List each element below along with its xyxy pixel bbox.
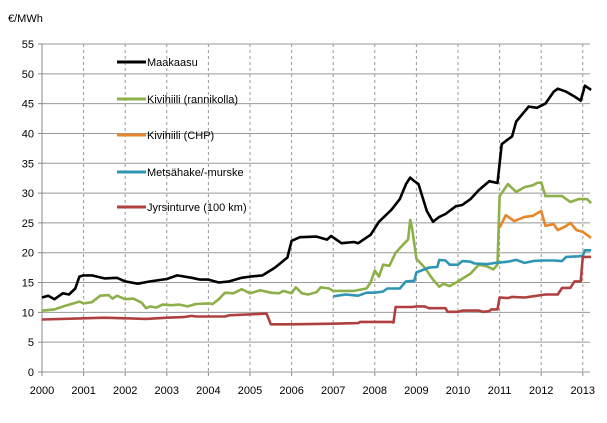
x-tick-label: 2013	[571, 385, 595, 397]
y-tick-label: 45	[22, 99, 34, 111]
y-tick-label: 0	[28, 367, 34, 379]
x-tick-label: 2004	[196, 385, 220, 397]
x-tick-label: 2008	[363, 385, 387, 397]
series-line	[333, 249, 592, 298]
y-tick-label: 25	[22, 218, 34, 230]
legend-label: Kivihiili (CHP)	[147, 130, 214, 142]
x-tick-label: 2009	[404, 385, 428, 397]
x-tick-label: 2012	[529, 385, 553, 397]
y-tick-label: 15	[22, 278, 34, 290]
y-tick-label: 50	[22, 69, 34, 81]
legend-label: Metsähake/-murske	[147, 167, 244, 179]
x-tick-label: 2011	[488, 385, 512, 397]
legend-label: Maakaasu	[147, 57, 198, 69]
y-tick-label: 35	[22, 158, 34, 170]
y-tick-label: 20	[22, 248, 34, 260]
x-tick-label: 2007	[321, 385, 345, 397]
series-line	[498, 209, 592, 239]
y-tick-label: 5	[28, 337, 34, 349]
y-tick-label: 55	[22, 39, 34, 51]
x-tick-label: 2006	[279, 385, 303, 397]
x-tick-label: 2003	[155, 385, 179, 397]
x-tick-label: 2002	[113, 385, 137, 397]
y-tick-label: 30	[22, 188, 34, 200]
series-line	[41, 181, 593, 312]
x-tick-label: 2010	[446, 385, 470, 397]
x-tick-label: 2000	[30, 385, 54, 397]
y-axis-label: €/MWh	[8, 13, 43, 25]
x-tick-label: 2001	[71, 385, 95, 397]
x-tick-label: 2005	[238, 385, 262, 397]
y-tick-label: 10	[22, 307, 34, 319]
series-line	[41, 84, 592, 301]
series-line	[41, 255, 592, 326]
legend-label: Kivihiili (rannikolla)	[147, 94, 238, 106]
legend-label: Jyrsinturve (100 km)	[147, 202, 247, 214]
y-tick-label: 40	[22, 128, 34, 140]
